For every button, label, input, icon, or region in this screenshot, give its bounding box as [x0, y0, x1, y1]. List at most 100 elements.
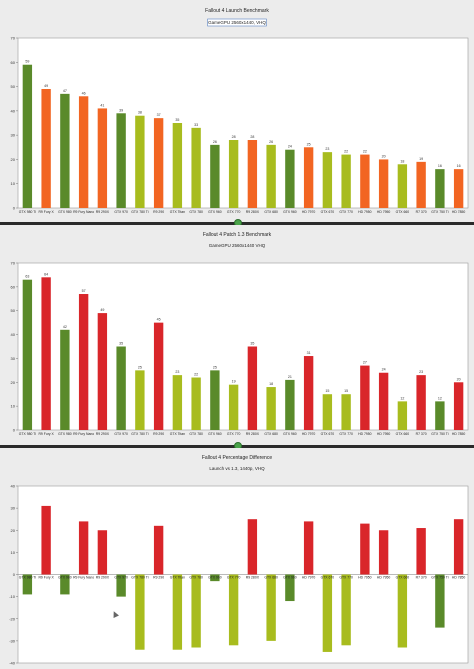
plot-area [17, 37, 469, 209]
bar [153, 525, 164, 575]
subtitle-box [207, 18, 267, 27]
category-label: GTX 970 [114, 576, 128, 580]
percentage-difference-panel: Fallout 4 Percentage Difference Launch vs… [0, 448, 474, 669]
y-tick-label: 40 [11, 108, 16, 113]
y-tick-label: -10 [9, 594, 16, 599]
data-label: 57 [82, 289, 86, 293]
bar [453, 519, 464, 575]
category-label: GTX 670 [321, 432, 335, 436]
data-label: 31 [307, 351, 311, 355]
bar [97, 108, 108, 208]
bar [285, 149, 295, 208]
bar [210, 370, 220, 430]
y-tick-label: 50 [11, 308, 16, 313]
category-label: HD 7950 [358, 210, 371, 214]
category-label: R9 Fury Nano [73, 432, 94, 436]
category-label: HD 7970 [302, 432, 315, 436]
y-tick-label: 20 [11, 157, 16, 162]
launch-benchmark-chart: Fallout 4 Launch Benchmark GameGPU 2560x1… [11, 8, 469, 214]
category-label: GTX 960 [208, 210, 222, 214]
data-label: 24 [382, 368, 386, 372]
bar [172, 123, 183, 208]
data-label: 41 [100, 103, 104, 107]
y-tick-label: 10 [11, 404, 16, 409]
category-label: GTX 680 [264, 210, 278, 214]
category-label: GTX 780 Ti [131, 432, 148, 436]
data-label: 22 [194, 373, 198, 377]
data-label: 59 [25, 60, 29, 64]
bar [416, 161, 426, 208]
bar [116, 113, 126, 208]
category-label: R9 Fury X [38, 210, 54, 214]
category-label: R9 290 [153, 576, 164, 580]
bar [116, 346, 126, 430]
category-label: GTX 770 [339, 210, 353, 214]
category-label: GTX 780 [189, 210, 203, 214]
category-label: GTX Titan [170, 576, 185, 580]
bar [266, 144, 276, 208]
chart-title: Fallout 4 Patch 1.3 Benchmark [203, 232, 272, 238]
bar [397, 574, 408, 648]
category-label: R9 Fury X [38, 432, 54, 436]
chart-title: Fallout 4 Launch Benchmark [205, 8, 269, 14]
category-label: R9 Fury Nano [73, 210, 94, 214]
y-tick-label: 0 [13, 206, 16, 211]
y-tick-label: 40 [11, 332, 16, 337]
category-label: GTX 960 [208, 432, 222, 436]
bar [228, 574, 239, 646]
category-label: GTX 960 [208, 576, 222, 580]
y-tick-label: 60 [11, 284, 16, 289]
bar [22, 279, 33, 430]
chart-subtitle: Launch vs 1.3, 1440p, VHQ [209, 466, 265, 471]
category-label: HD 7970 [302, 210, 315, 214]
bar [210, 144, 220, 208]
category-label: GTX 780 [189, 576, 203, 580]
bar [322, 152, 333, 208]
data-label: 64 [44, 272, 48, 276]
data-label: 12 [438, 396, 442, 400]
category-label: GTX 770 [227, 210, 241, 214]
bar [60, 329, 70, 430]
data-label: 12 [400, 396, 404, 400]
category-label: GTX 980 [58, 432, 72, 436]
bar [228, 384, 239, 430]
bar [341, 574, 351, 646]
bar [78, 521, 89, 575]
data-label: 21 [288, 375, 292, 379]
category-label: HD 7950 [358, 576, 371, 580]
y-tick-label: 10 [11, 181, 16, 186]
category-label: GTX 970 [114, 432, 128, 436]
bar [153, 322, 164, 430]
category-label: R7 370 [416, 576, 427, 580]
category-label: GTX Titan [170, 210, 185, 214]
bar [135, 370, 145, 430]
data-label: 20 [382, 154, 386, 158]
bar [191, 127, 201, 208]
patch-benchmark-panel: Fallout 4 Patch 1.3 Benchmark GameGPU 256… [0, 225, 474, 445]
category-label: GTX 670 [321, 210, 335, 214]
category-label: R9 280X [246, 210, 260, 214]
data-label: 23 [175, 370, 179, 374]
category-label: GTX 980 [58, 576, 72, 580]
data-label: 26 [269, 140, 273, 144]
bar [60, 574, 70, 595]
bar [266, 387, 276, 430]
data-label: 16 [457, 164, 461, 168]
bar [453, 169, 464, 208]
data-label: 19 [232, 380, 236, 384]
bar [97, 313, 108, 430]
bar [378, 530, 389, 575]
category-label: HD 7950 [377, 210, 390, 214]
category-label: R9 280X [246, 576, 260, 580]
data-label: 42 [63, 325, 67, 329]
data-label: 15 [344, 389, 348, 393]
data-label: 26 [213, 140, 217, 144]
data-label: 25 [307, 142, 311, 146]
bar [191, 574, 201, 648]
data-label: 22 [344, 150, 348, 154]
patch-benchmark-chart: Fallout 4 Patch 1.3 Benchmark GameGPU 256… [11, 232, 469, 436]
data-label: 45 [157, 318, 161, 322]
category-label: GTX 960 [283, 576, 297, 580]
y-tick-label: 0 [13, 572, 16, 577]
bar [453, 382, 464, 430]
